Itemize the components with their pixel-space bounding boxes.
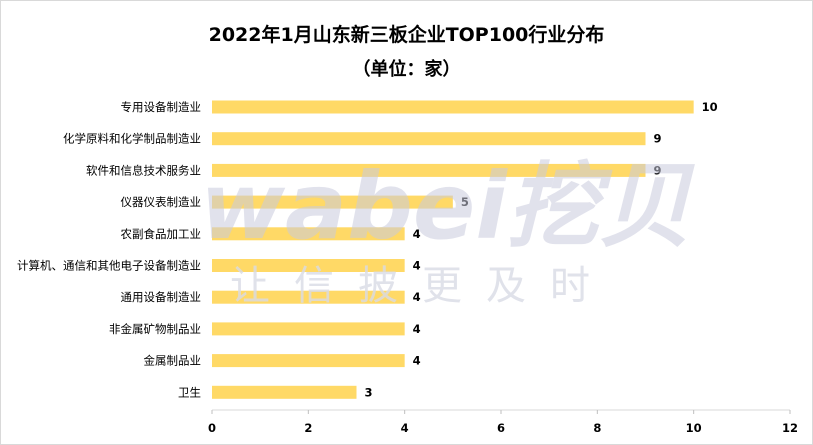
category-label: 农副食品加工业 (121, 227, 202, 241)
chart-subtitle: （单位：家） (352, 59, 461, 80)
bar (212, 132, 646, 146)
category-label: 通用设备制造业 (121, 290, 202, 304)
x-tick-label: 10 (686, 421, 702, 435)
x-tick-label: 2 (304, 421, 312, 435)
watermark-slogan: 让信披更及时 (230, 263, 614, 309)
data-label: 4 (413, 227, 421, 241)
category-label: 仪器仪表制造业 (121, 195, 202, 209)
bar (212, 259, 405, 272)
watermark-logo: wabei挖贝 (200, 153, 696, 260)
x-tick-label: 4 (401, 421, 409, 435)
category-label: 金属制品业 (144, 354, 202, 368)
category-label: 计算机、通信和其他电子设备制造业 (17, 259, 201, 273)
data-label: 5 (461, 195, 469, 209)
bar (212, 100, 694, 114)
chart-title: 2022年1月山东新三板企业TOP100行业分布 (208, 24, 605, 46)
bar (212, 290, 405, 304)
data-label: 3 (365, 385, 373, 399)
data-label: 9 (654, 132, 662, 146)
data-label: 10 (702, 100, 718, 114)
bar (212, 322, 405, 336)
x-tick-label: 12 (782, 421, 798, 435)
x-tick-label: 8 (593, 421, 601, 435)
category-label: 软件和信息技术服务业 (86, 163, 201, 177)
bar (212, 163, 646, 177)
category-label: 卫生 (178, 385, 201, 399)
bar (212, 227, 405, 241)
category-label: 专用设备制造业 (121, 100, 202, 114)
data-label: 9 (654, 163, 662, 177)
data-label: 4 (413, 259, 421, 273)
category-label: 非金属矿物制品业 (109, 322, 201, 336)
x-tick-label: 0 (208, 421, 216, 435)
bar (212, 354, 405, 368)
data-label: 4 (413, 354, 421, 368)
x-tick-label: 6 (497, 421, 505, 435)
data-label: 4 (413, 290, 421, 304)
bar (212, 385, 357, 399)
bar (212, 195, 453, 209)
data-label: 4 (413, 322, 421, 336)
category-label: 化学原料和化学制品制造业 (63, 132, 201, 146)
